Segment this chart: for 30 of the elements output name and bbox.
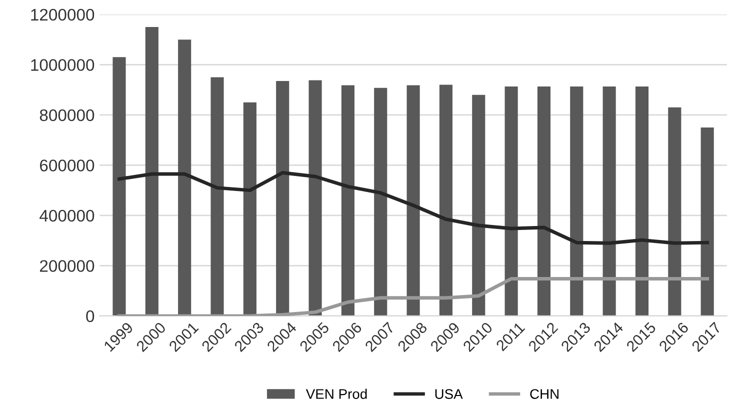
bar bbox=[635, 86, 649, 316]
legend-label: VEN Prod bbox=[306, 388, 367, 399]
y-tick-label: 1200000 bbox=[31, 8, 94, 21]
y-tick-label: 1000000 bbox=[31, 59, 94, 71]
y-tick-label: 200000 bbox=[40, 260, 94, 272]
bar bbox=[504, 86, 518, 316]
line-series bbox=[118, 171, 710, 245]
bar bbox=[700, 128, 714, 316]
bar bbox=[602, 86, 616, 316]
bar bbox=[537, 86, 550, 316]
bar bbox=[210, 77, 224, 316]
bar bbox=[145, 27, 158, 316]
bar bbox=[341, 85, 354, 316]
bar bbox=[668, 107, 682, 316]
bar bbox=[243, 102, 256, 316]
y-tick-label: 600000 bbox=[40, 160, 94, 172]
bar bbox=[308, 80, 322, 316]
y-tick-label: 400000 bbox=[40, 210, 94, 222]
bar bbox=[439, 84, 452, 316]
bar bbox=[406, 85, 420, 316]
y-tick-label: 800000 bbox=[40, 109, 94, 122]
bar bbox=[570, 86, 584, 316]
y-tick-label: 0 bbox=[86, 310, 94, 322]
bar bbox=[472, 94, 486, 316]
legend-label: CHN bbox=[530, 389, 558, 399]
line-series bbox=[118, 277, 710, 316]
bar bbox=[112, 57, 126, 316]
legend-label: USA bbox=[435, 389, 463, 399]
bar bbox=[178, 40, 192, 316]
bar bbox=[374, 88, 388, 316]
